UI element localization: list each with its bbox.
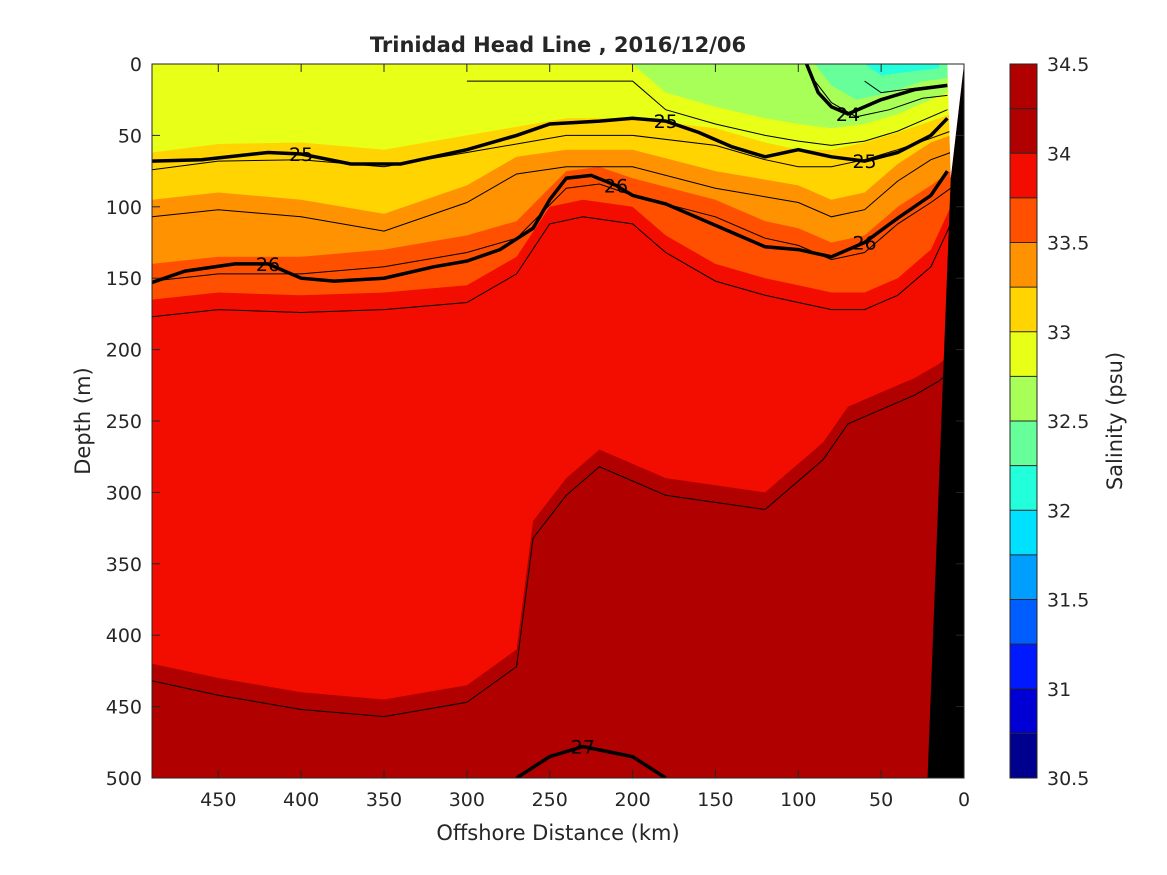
colorbar-swatch-6	[1010, 465, 1037, 511]
colorbar-swatch-8	[1010, 376, 1037, 421]
x-tick-label-400: 400	[283, 789, 319, 811]
colorbar-swatch-5	[1010, 510, 1037, 555]
y-tick-label-400: 400	[106, 625, 142, 647]
y-tick-label-500: 500	[106, 768, 142, 790]
y-tick-label-150: 150	[106, 268, 142, 290]
colorbar-swatch-2	[1010, 644, 1037, 689]
contour-label-27-0: 27	[571, 737, 595, 759]
x-tick-label-250: 250	[532, 789, 568, 811]
x-tick-label-200: 200	[614, 789, 650, 811]
density-contour-thin-0	[152, 366, 957, 718]
density-contour-24	[804, 64, 948, 116]
chart-title: Trinidad Head Line , 2016/12/06	[370, 33, 746, 57]
colorbar-tick-label-33: 33	[1047, 322, 1071, 344]
colorbar-label: Salinity (psu)	[1103, 352, 1127, 490]
x-axis: 450 400 350 300 250 200 150 100 50 0	[200, 64, 970, 811]
colorbar-tick-label-33.5: 33.5	[1047, 233, 1089, 255]
colorbar-swatch-0	[1010, 733, 1037, 778]
x-tick-label-50: 50	[869, 789, 893, 811]
density-contour-thin-1	[152, 216, 952, 318]
y-tick-label-450: 450	[106, 697, 142, 719]
colorbar-tick-label-32: 32	[1047, 500, 1071, 522]
colorbar-tick-label-34.5: 34.5	[1047, 54, 1089, 76]
colorbar-swatch-10	[1010, 287, 1037, 332]
y-tick-label-200: 200	[106, 340, 142, 362]
contour-label-24-0: 24	[836, 104, 860, 126]
y-tick-label-50: 50	[118, 125, 142, 147]
x-tick-label-300: 300	[449, 789, 485, 811]
x-tick-label-0: 0	[958, 789, 970, 811]
colorbar: 30.5 31 31.5 32 32.5 33 33.5 34 34.5	[1009, 54, 1089, 790]
y-axis: 0 50 100 150 200 250 300 350 400 450 500	[106, 54, 964, 790]
y-tick-label-300: 300	[106, 482, 142, 504]
colorbar-tick-label-34: 34	[1047, 143, 1071, 165]
density-contour-thin-6	[814, 80, 948, 118]
y-tick-label-350: 350	[106, 554, 142, 576]
colorbar-swatch-4	[1010, 554, 1037, 600]
x-tick-label-150: 150	[697, 789, 733, 811]
x-tick-label-100: 100	[780, 789, 816, 811]
colorbar-tick-label-30.5: 30.5	[1047, 768, 1089, 790]
x-tick-label-450: 450	[200, 789, 236, 811]
density-contour-thin-3	[152, 152, 951, 232]
colorbar-swatch-12	[1010, 197, 1037, 243]
salinity-band-32.25-32.5	[864, 64, 940, 76]
contour-label-26-0: 26	[256, 254, 280, 276]
density-contour-thin-5	[466, 80, 948, 146]
y-axis-label: Depth (m)	[71, 367, 95, 474]
colorbar-tick-label-32.5: 32.5	[1047, 411, 1089, 433]
y-tick-label-250: 250	[106, 411, 142, 433]
colorbar-swatch-3	[1010, 599, 1037, 645]
density-contour-27	[515, 744, 667, 778]
contour-label-25-0: 25	[289, 144, 313, 166]
contour-label-25-2: 25	[852, 151, 876, 173]
colorbar-swatch-11	[1010, 242, 1037, 288]
contour-label-26-2: 26	[852, 233, 876, 255]
colorbar-swatch-7	[1010, 421, 1037, 466]
land-mask-top	[947, 64, 964, 179]
colorbar-swatch-9	[1010, 331, 1037, 377]
y-tick-label-100: 100	[106, 197, 142, 219]
colorbar-tick-label-31.5: 31.5	[1047, 590, 1089, 612]
colorbar-tick-label-31: 31	[1047, 679, 1071, 701]
salinity-band-32.75-33	[466, 64, 948, 129]
colorbar-swatch-1	[1010, 688, 1037, 734]
y-tick-label-0: 0	[130, 54, 142, 76]
contour-label-26-1: 26	[604, 175, 628, 197]
plot-area: 24 25 25 25 26 26 26 27	[152, 64, 964, 778]
density-contour-25	[152, 116, 949, 166]
land-mask	[927, 64, 964, 778]
salinity-band-32.5-32.75	[814, 64, 948, 100]
x-tick-label-350: 350	[366, 789, 402, 811]
density-contour-26	[152, 170, 949, 285]
x-axis-label: Offshore Distance (km)	[436, 821, 679, 845]
colorbar-swatch-13	[1010, 153, 1037, 198]
contour-label-25-1: 25	[654, 111, 678, 133]
colorbar-frame	[1009, 63, 1038, 779]
